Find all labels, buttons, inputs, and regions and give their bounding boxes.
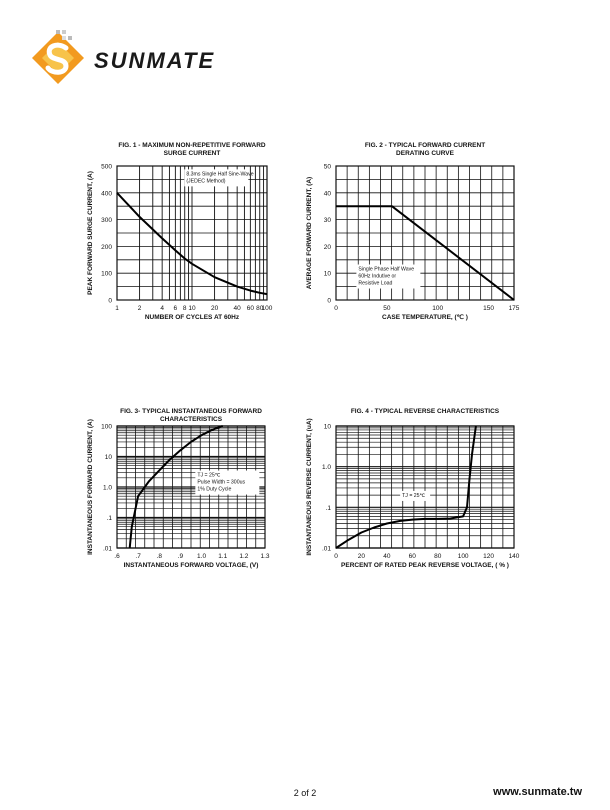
x-tick-label: 175: [509, 305, 520, 312]
x-tick-label: 100: [432, 305, 443, 312]
x-tick-label: 1.0: [197, 553, 206, 560]
x-tick-label: 50: [383, 305, 391, 312]
y-tick-label: .1: [326, 505, 332, 512]
x-tick-label: 120: [483, 553, 494, 560]
chart-annotation: Pulse Width = 300us: [197, 480, 245, 486]
series-line: [116, 192, 268, 296]
s-logo-icon: [32, 30, 84, 84]
page-number: 2 of 2: [293, 788, 317, 798]
chart-title: FIG. 3- TYPICAL INSTANTANEOUS FORWARD: [120, 408, 262, 415]
x-tick-label: 20: [211, 305, 219, 312]
x-tick-label: .8: [157, 553, 163, 560]
x-tick-label: 0: [334, 305, 338, 312]
x-tick-label: 100: [262, 305, 273, 312]
chart-title: FIG. 2 - TYPICAL FORWARD CURRENT: [365, 142, 485, 149]
y-tick-label: 10: [105, 454, 113, 461]
x-tick-label: 100: [458, 553, 469, 560]
fig3-chart: FIG. 3- TYPICAL INSTANTANEOUS FORWARD CHA…: [80, 404, 290, 578]
plot-frame: [116, 165, 268, 301]
x-tick-label: .6: [114, 553, 120, 560]
x-tick-label: 20: [358, 553, 366, 560]
x-tick-label: 140: [509, 553, 520, 560]
x-tick-label: 40: [234, 305, 242, 312]
x-tick-label: 60: [409, 553, 417, 560]
x-tick-label: 60: [247, 305, 255, 312]
annotation-bg: [356, 264, 421, 289]
annotation-bg: [400, 490, 431, 501]
chart-title: FIG. 1 - MAXIMUM NON-REPETITIVE FORWARD: [118, 142, 266, 149]
chart-subtitle: CHARACTERISTICS: [160, 416, 223, 423]
series-line: [335, 425, 477, 549]
chart-subtitle: DERATING CURVE: [396, 150, 455, 157]
y-tick-label: 100: [101, 271, 112, 278]
annotation-bg: [195, 470, 260, 495]
annotation-bg: [184, 169, 249, 187]
series-line: [336, 205, 515, 301]
x-axis-label: PERCENT OF RATED PEAK REVERSE VOLTAGE, (…: [341, 562, 509, 569]
x-axis-label: INSTANTANEOUS FORWARD VOLTAGE, (V): [124, 562, 259, 569]
y-tick-label: 300: [101, 217, 112, 224]
x-tick-label: 1.1: [218, 553, 227, 560]
y-tick-label: .1: [107, 515, 113, 522]
y-axis-label: AVERAGE FORWARD CURRENT, (A): [306, 177, 313, 289]
y-tick-label: 50: [324, 164, 332, 171]
fig2-chart: FIG. 2 - TYPICAL FORWARD CURRENT DERATING…: [300, 138, 540, 338]
y-tick-label: 500: [101, 164, 112, 171]
x-tick-label: 0: [334, 553, 338, 560]
chart-annotation: TJ = 25℃: [197, 473, 220, 479]
y-tick-label: 200: [101, 244, 112, 251]
y-tick-label: 100: [101, 424, 112, 431]
x-tick-label: 1: [115, 305, 119, 312]
brand-name: SUNMATE: [94, 48, 215, 73]
chart-annotation: (JEDEC Method): [186, 178, 225, 184]
chart-annotation: 8.3ms Single Half Sine-Wave: [186, 171, 253, 177]
x-tick-label: 1.3: [260, 553, 269, 560]
grid-lines: [335, 425, 515, 549]
plot-frame: [335, 425, 515, 549]
x-tick-label: 150: [483, 305, 494, 312]
chart-annotation: Single Phase Half Wave: [358, 267, 414, 273]
y-tick-label: 10: [324, 424, 332, 431]
y-axis-label: INSTANTANEOUS FORWARD CURRENT, (A): [87, 419, 94, 555]
y-tick-label: 10: [324, 271, 332, 278]
plot-frame: [116, 425, 266, 549]
y-tick-label: 20: [324, 244, 332, 251]
y-tick-label: 1.0: [322, 464, 331, 471]
y-tick-label: 1.0: [103, 485, 112, 492]
y-axis-label: INSTANTANEOUS REVERSE CURRENT, (uA): [306, 418, 313, 555]
x-tick-label: 1.2: [239, 553, 248, 560]
x-axis-label: CASE TEMPERATURE, (℃ ): [382, 313, 468, 321]
x-tick-label: 6: [174, 305, 178, 312]
x-tick-label: 80: [434, 553, 442, 560]
x-tick-label: 4: [160, 305, 164, 312]
x-tick-label: 10: [188, 305, 196, 312]
x-tick-label: 2: [138, 305, 142, 312]
x-tick-label: 80: [256, 305, 264, 312]
fig4-chart: FIG. 4 - TYPICAL REVERSE CHARACTERISTICS…: [300, 404, 540, 578]
y-tick-label: .01: [322, 546, 331, 553]
x-tick-label: 40: [383, 553, 391, 560]
x-axis-label: NUMBER OF CYCLES AT 60Hz: [145, 314, 240, 321]
y-tick-label: 0: [327, 298, 331, 305]
y-tick-label: 0: [108, 298, 112, 305]
fig1-chart: FIG. 1 - MAXIMUM NON-REPETITIVE FORWARD S…: [80, 138, 290, 338]
y-tick-label: 40: [324, 190, 332, 197]
chart-annotation: 1% Duty Cycle: [197, 487, 231, 493]
x-tick-label: .9: [178, 553, 184, 560]
y-tick-label: 30: [324, 217, 332, 224]
series-line: [128, 425, 224, 549]
x-tick-label: 8: [183, 305, 187, 312]
plot-frame: [335, 165, 515, 301]
chart-annotation: TJ = 25℃: [402, 493, 425, 499]
website-link[interactable]: www.sunmate.tw: [493, 786, 582, 798]
y-axis-label: PEAK FORWARD SURGE CURRENT, (A): [87, 171, 94, 295]
chart-title: FIG. 4 - TYPICAL REVERSE CHARACTERISTICS: [351, 408, 500, 415]
chart-annotation: 60Hz Indutive or: [358, 274, 396, 280]
chart-subtitle: SURGE CURRENT: [164, 150, 221, 157]
brand-logo: SUNMATE: [28, 28, 228, 92]
x-tick-label: .7: [135, 553, 141, 560]
y-tick-label: 400: [101, 190, 112, 197]
chart-annotation: Resistive Load: [358, 281, 392, 287]
y-tick-label: .01: [103, 546, 112, 553]
